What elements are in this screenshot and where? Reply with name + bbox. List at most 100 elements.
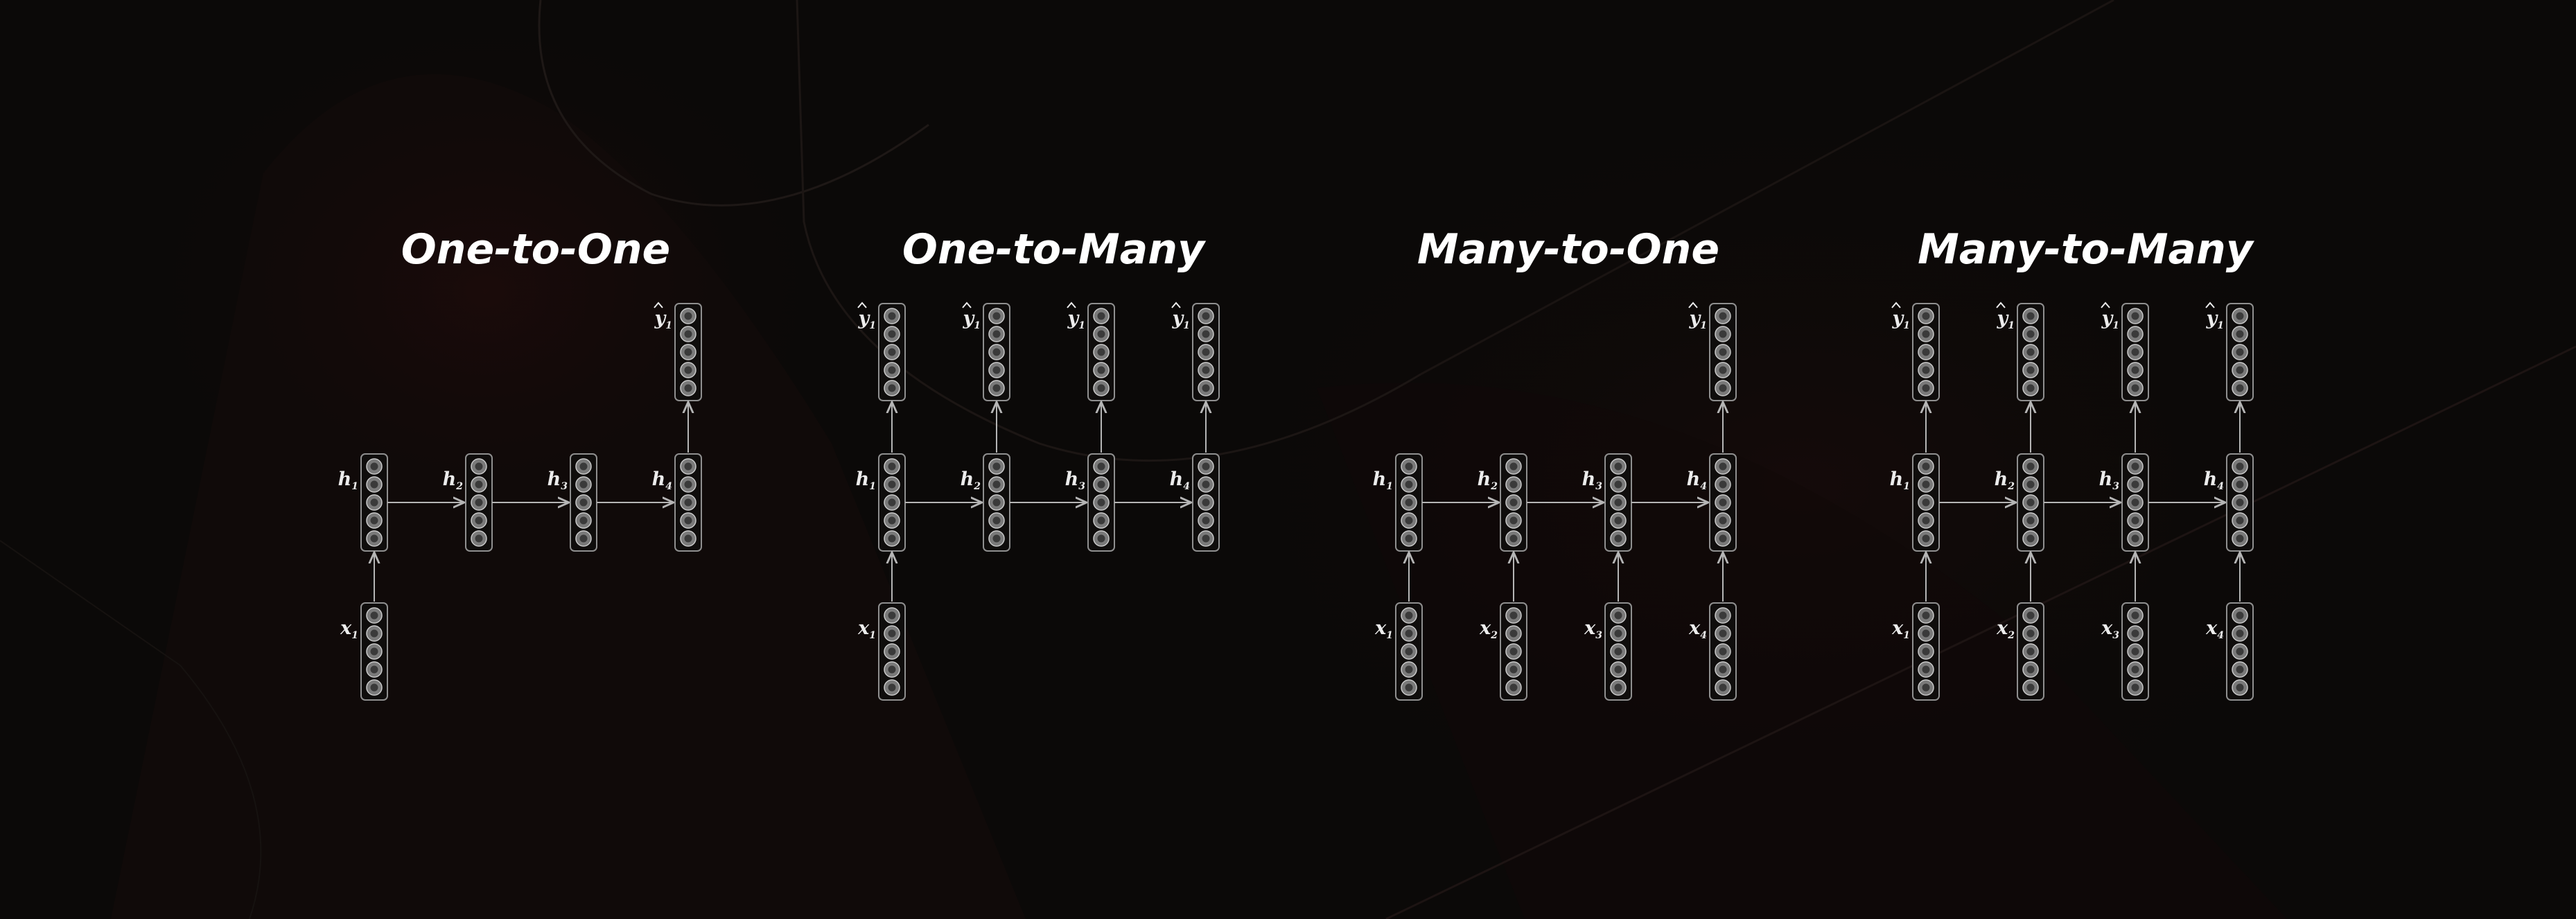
- neuron: [366, 607, 383, 624]
- neuron: [1401, 458, 1417, 475]
- hidden-state-label: h2: [443, 469, 464, 492]
- output-label: y1: [1067, 308, 1085, 331]
- output-label: y1: [858, 308, 876, 331]
- neuron: [1610, 607, 1627, 624]
- neuron: [2022, 458, 2039, 475]
- neuron: [1918, 344, 1934, 360]
- input-cell: [1500, 602, 1527, 701]
- output-label: y1: [1689, 308, 1707, 331]
- panel-title: One-to-One: [401, 225, 671, 274]
- neuron: [1610, 625, 1627, 642]
- hidden-cell: [1500, 453, 1527, 552]
- neuron: [1918, 661, 1934, 678]
- hidden-state-label: h1: [856, 469, 876, 492]
- hat-accent: [1067, 301, 1076, 308]
- neuron: [2022, 679, 2039, 696]
- hidden-state-label: h3: [1582, 469, 1603, 492]
- neuron: [2127, 458, 2144, 475]
- input-cell: [360, 602, 388, 701]
- neuron: [1505, 512, 1522, 529]
- hidden-cell: [2121, 453, 2149, 552]
- neuron: [680, 494, 696, 511]
- neuron: [1505, 530, 1522, 547]
- neuron: [1505, 476, 1522, 493]
- output-cell: [1709, 303, 1737, 401]
- neuron: [1610, 643, 1627, 660]
- hidden-state-label: h1: [1373, 469, 1393, 492]
- neuron: [575, 530, 592, 547]
- input-label: x1: [1891, 618, 1910, 641]
- neuron: [1610, 679, 1627, 696]
- neuron: [1610, 476, 1627, 493]
- hidden-state-label: h4: [1687, 469, 1707, 492]
- neuron: [1715, 326, 1731, 342]
- neuron: [1505, 494, 1522, 511]
- hidden-state-label: h2: [1478, 469, 1498, 492]
- neuron: [1198, 344, 1214, 360]
- neuron: [884, 494, 900, 511]
- hidden-state-label: h1: [338, 469, 358, 492]
- panel-many-to-one: Many-to-One h1 h2 h3 h4 x1 x2 x3 x4 y1: [1373, 225, 1737, 701]
- output-cell: [983, 303, 1010, 401]
- neuron: [884, 308, 900, 324]
- neuron: [680, 476, 696, 493]
- hat-accent: [654, 301, 663, 308]
- neuron: [1715, 530, 1731, 547]
- neuron: [1715, 344, 1731, 360]
- neuron: [2127, 679, 2144, 696]
- neuron: [1401, 679, 1417, 696]
- neuron: [1401, 476, 1417, 493]
- neuron: [884, 476, 900, 493]
- input-label: x4: [2205, 618, 2224, 641]
- neuron: [1505, 458, 1522, 475]
- neuron: [988, 458, 1005, 475]
- neuron: [1715, 380, 1731, 396]
- neuron: [988, 362, 1005, 378]
- neuron: [2232, 362, 2248, 378]
- neuron: [2232, 661, 2248, 678]
- neuron: [884, 643, 900, 660]
- hidden-cell: [1912, 453, 1940, 552]
- output-cell: [1912, 303, 1940, 401]
- input-cell: [1395, 602, 1423, 701]
- neuron: [1093, 344, 1110, 360]
- input-label: x2: [1479, 618, 1498, 641]
- neuron: [1505, 661, 1522, 678]
- hidden-state-label: h4: [2204, 469, 2224, 492]
- neuron: [366, 494, 383, 511]
- neuron: [2022, 380, 2039, 396]
- output-label: y1: [1892, 308, 1910, 331]
- hat-accent: [1688, 301, 1698, 308]
- neuron: [2232, 458, 2248, 475]
- input-cell: [1604, 602, 1632, 701]
- hidden-cell: [2226, 453, 2254, 552]
- neuron: [1401, 512, 1417, 529]
- neuron: [988, 344, 1005, 360]
- neuron: [1198, 530, 1214, 547]
- neuron: [1610, 494, 1627, 511]
- neuron: [884, 625, 900, 642]
- panel-one-to-many: One-to-Many h1 h2 h3 h4 x1 y1 y1 y1 y1: [856, 225, 1220, 701]
- neuron: [471, 458, 487, 475]
- output-label: y1: [1997, 308, 2015, 331]
- neuron: [2127, 512, 2144, 529]
- neuron: [2232, 326, 2248, 342]
- neuron: [2232, 476, 2248, 493]
- hidden-cell: [983, 453, 1010, 552]
- neuron: [2127, 625, 2144, 642]
- neuron: [1715, 607, 1731, 624]
- neuron: [471, 530, 487, 547]
- input-label: x3: [2101, 618, 2119, 641]
- neuron: [1918, 362, 1934, 378]
- neuron: [1093, 308, 1110, 324]
- neuron: [680, 362, 696, 378]
- neuron: [680, 380, 696, 396]
- input-cell: [878, 602, 906, 701]
- neuron: [2232, 512, 2248, 529]
- neuron: [2022, 625, 2039, 642]
- neuron: [1918, 512, 1934, 529]
- neuron: [1093, 476, 1110, 493]
- neuron: [1198, 308, 1214, 324]
